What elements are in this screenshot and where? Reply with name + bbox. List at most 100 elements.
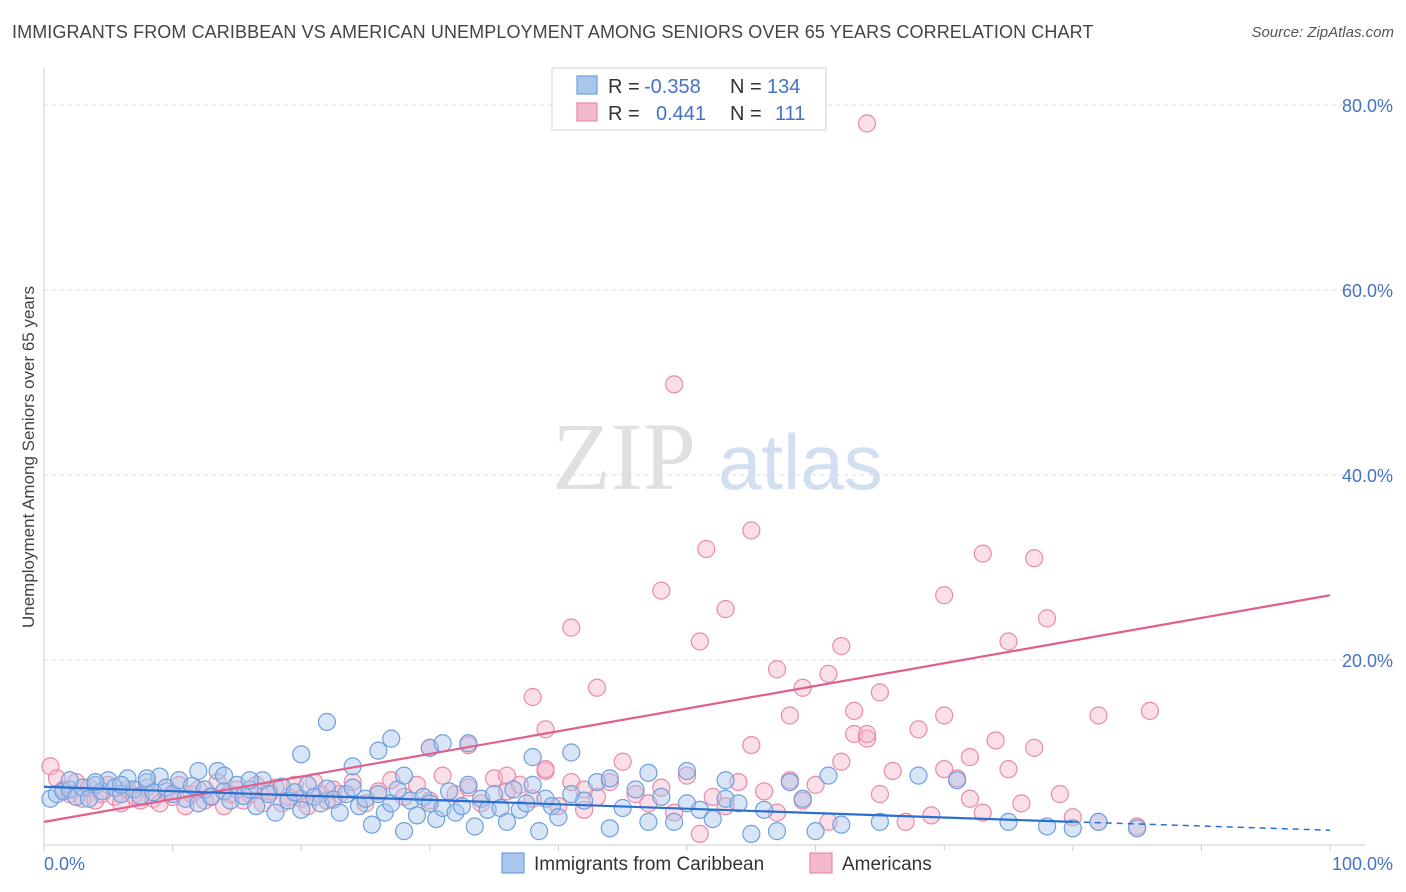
americans-point-121 xyxy=(857,724,877,744)
caribbean-point-121 xyxy=(677,761,697,781)
caribbean-point-65 xyxy=(459,775,478,794)
americans-point-87 xyxy=(870,785,890,804)
americans-trend-line xyxy=(43,594,1331,823)
caribbean-point-81 xyxy=(575,791,594,810)
y-tick-label-20: 20.0% xyxy=(1342,651,1393,671)
caribbean-point-55 xyxy=(394,822,414,841)
americans-point-90 xyxy=(909,720,928,739)
americans-point-134 xyxy=(870,683,890,702)
caribbean-point-63 xyxy=(446,803,465,822)
trend-lines xyxy=(43,594,1331,831)
caribbean-point-66 xyxy=(465,817,484,836)
y-tick-label-40: 40.0% xyxy=(1342,466,1393,486)
caribbean-point-50 xyxy=(362,815,382,834)
caribbean-point-117 xyxy=(523,748,542,767)
caribbean-point-45 xyxy=(330,803,349,822)
caribbean-point-118 xyxy=(562,743,581,762)
bottom-legend-label-caribbean: Immigrants from Caribbean xyxy=(534,854,764,875)
caribbean-point-46 xyxy=(337,785,356,804)
americans-point-115 xyxy=(716,600,735,619)
bottom-legend-swatch-caribbean xyxy=(501,852,525,874)
legend-n-label-1: N = xyxy=(730,76,762,98)
caribbean-point-62 xyxy=(439,782,459,801)
chart-title: IMMIGRANTS FROM CARIBBEAN VS AMERICAN UN… xyxy=(12,22,1094,42)
axes xyxy=(43,68,1365,846)
caribbean-point-94 xyxy=(742,824,761,844)
series-legend: Immigrants from Caribbean Americans xyxy=(501,852,932,875)
bottom-legend-swatch-americans xyxy=(809,852,833,874)
americans-point-72 xyxy=(677,766,697,785)
americans-point-126 xyxy=(973,544,992,563)
americans-point-116 xyxy=(742,521,761,540)
legend-r-label-1: R = xyxy=(608,76,640,98)
americans-point-133 xyxy=(845,701,864,720)
caribbean-point-106 xyxy=(214,766,234,785)
caribbean-point-119 xyxy=(600,769,619,788)
caribbean-point-79 xyxy=(549,808,568,827)
legend-n-value-1: 134 xyxy=(767,76,800,98)
caribbean-point-57 xyxy=(407,806,427,825)
caribbean-point-111 xyxy=(369,741,388,760)
gridlines xyxy=(43,104,1365,851)
caribbean-point-109 xyxy=(317,712,337,732)
caribbean-point-126 xyxy=(947,771,967,790)
americans-point-96 xyxy=(986,731,1005,750)
americans-point-73 xyxy=(690,824,709,844)
caribbean-point-87 xyxy=(652,787,671,807)
caribbean-point-58 xyxy=(414,787,433,807)
caribbean-point-122 xyxy=(716,771,735,790)
americans-point-7 xyxy=(86,791,105,810)
caribbean-point-127 xyxy=(999,812,1018,831)
americans-point-98 xyxy=(1012,794,1031,813)
caribbean-point-39 xyxy=(292,800,311,819)
americans-point-82 xyxy=(806,775,825,794)
caribbean-point-125 xyxy=(909,766,928,785)
correlation-legend: R = -0.358 N = 134 R = 0.441 N = 111 xyxy=(551,67,827,131)
caribbean-point-113 xyxy=(394,766,414,785)
americans-point-78 xyxy=(755,782,774,801)
caribbean-point-108 xyxy=(292,745,311,764)
americans-point-113 xyxy=(690,632,709,651)
americans-point-67 xyxy=(613,752,632,771)
americans-point-89 xyxy=(896,812,915,831)
caribbean-point-86 xyxy=(639,812,658,831)
caribbean-point-83 xyxy=(600,819,619,838)
americans-point-112 xyxy=(652,581,671,600)
y-tick-label-80: 80.0% xyxy=(1342,96,1393,116)
americans-point-99 xyxy=(1025,738,1044,757)
americans-point-110 xyxy=(562,618,581,637)
caribbean-trend-line xyxy=(43,785,1073,823)
americans-point-135 xyxy=(935,760,954,779)
americans-point-53 xyxy=(433,766,452,785)
x-tick-label-max: 100.0% xyxy=(1332,854,1393,874)
caribbean-point-120 xyxy=(639,763,658,782)
legend-r-value-2: 0.441 xyxy=(656,103,706,125)
caribbean-trend-extension xyxy=(1072,821,1331,831)
caribbean-point-95 xyxy=(755,800,774,819)
caribbean-point-52 xyxy=(375,803,394,822)
caribbean-point-93 xyxy=(729,794,748,813)
americans-point-84 xyxy=(832,752,851,771)
caribbean-point-130 xyxy=(1089,812,1108,831)
caribbean-points xyxy=(41,712,1147,844)
source-label: Source: ZipAtlas.com xyxy=(1251,24,1394,41)
americans-point-131 xyxy=(665,375,684,394)
caribbean-point-124 xyxy=(870,812,890,831)
americans-point-122 xyxy=(935,586,954,605)
americans-point-70 xyxy=(652,778,671,797)
americans-point-128 xyxy=(857,114,877,133)
watermark: ZIP atlas xyxy=(552,403,883,510)
legend-r-value-1: -0.358 xyxy=(644,76,701,98)
americans-point-97 xyxy=(999,760,1018,779)
caribbean-point-104 xyxy=(137,769,156,788)
americans-point-129 xyxy=(523,687,542,707)
americans-point-123 xyxy=(999,632,1018,651)
americans-point-95 xyxy=(973,803,992,822)
americans-point-114 xyxy=(697,539,716,559)
caribbean-point-78 xyxy=(542,797,562,816)
americans-point-56 xyxy=(472,794,491,813)
americans-point-94 xyxy=(960,748,980,767)
americans-point-92 xyxy=(935,706,954,725)
caribbean-point-75 xyxy=(523,775,542,794)
